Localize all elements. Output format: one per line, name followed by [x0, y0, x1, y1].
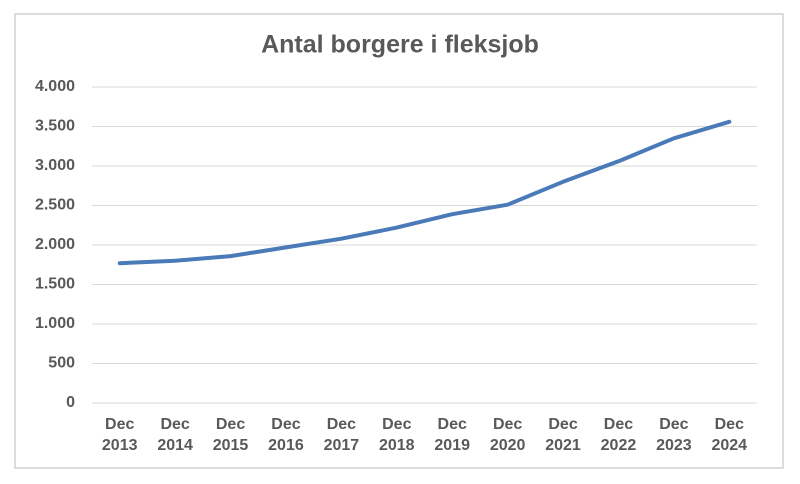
chart-border [14, 13, 784, 469]
x-tick-label: Dec 2018 [379, 416, 415, 454]
y-tick-label: 0 [66, 394, 75, 411]
y-tick-label: 2.000 [35, 236, 75, 253]
y-tick-label: 500 [48, 355, 75, 372]
data-line [117, 119, 732, 266]
y-tick-label: 1.000 [35, 315, 75, 332]
x-tick-label: Dec 2017 [324, 416, 360, 454]
chart-title: Antal borgere i fleksjob [261, 31, 539, 59]
x-tick-label: Dec 2013 [102, 416, 138, 454]
y-tick-label: 1.500 [35, 276, 75, 293]
x-tick-label: Dec 2014 [157, 416, 193, 454]
x-tick-label: Dec 2021 [545, 416, 581, 454]
y-tick-label: 2.500 [35, 197, 75, 214]
y-tick-label: 3.000 [35, 157, 75, 174]
y-tick-label: 3.500 [35, 118, 75, 135]
x-tick-label: Dec 2015 [213, 416, 249, 454]
y-tick-label: 4.000 [35, 78, 75, 95]
x-tick-label: Dec 2019 [434, 416, 470, 454]
x-tick-label: Dec 2024 [711, 416, 747, 454]
x-tick-label: Dec 2022 [601, 416, 637, 454]
x-tick-label: Dec 2023 [656, 416, 692, 454]
x-tick-label: Dec 2016 [268, 416, 304, 454]
x-tick-label: Dec 2020 [490, 416, 526, 454]
